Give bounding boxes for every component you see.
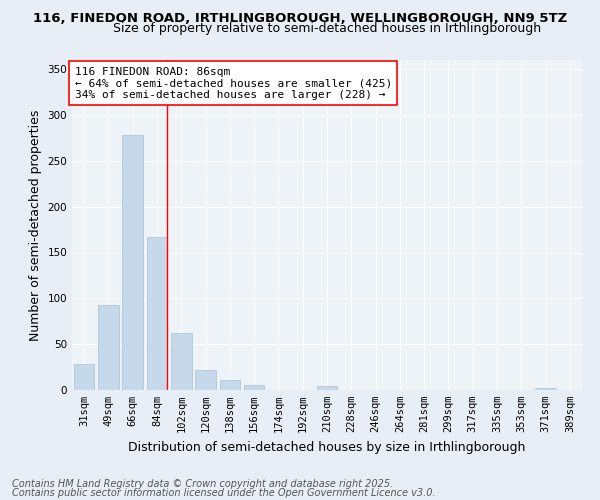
Text: 116, FINEDON ROAD, IRTHLINGBOROUGH, WELLINGBOROUGH, NN9 5TZ: 116, FINEDON ROAD, IRTHLINGBOROUGH, WELL… <box>33 12 567 26</box>
Y-axis label: Number of semi-detached properties: Number of semi-detached properties <box>29 110 42 340</box>
Text: Contains public sector information licensed under the Open Government Licence v3: Contains public sector information licen… <box>12 488 436 498</box>
Bar <box>195 370 216 390</box>
Bar <box>122 135 143 390</box>
X-axis label: Distribution of semi-detached houses by size in Irthlingborough: Distribution of semi-detached houses by … <box>128 440 526 454</box>
Text: 116 FINEDON ROAD: 86sqm
← 64% of semi-detached houses are smaller (425)
34% of s: 116 FINEDON ROAD: 86sqm ← 64% of semi-de… <box>74 66 392 100</box>
Bar <box>535 388 556 390</box>
Bar <box>244 386 265 390</box>
Bar <box>317 386 337 390</box>
Bar <box>171 333 191 390</box>
Bar <box>98 304 119 390</box>
Title: Size of property relative to semi-detached houses in Irthlingborough: Size of property relative to semi-detach… <box>113 22 541 35</box>
Bar <box>146 237 167 390</box>
Text: Contains HM Land Registry data © Crown copyright and database right 2025.: Contains HM Land Registry data © Crown c… <box>12 479 393 489</box>
Bar <box>220 380 240 390</box>
Bar <box>74 364 94 390</box>
